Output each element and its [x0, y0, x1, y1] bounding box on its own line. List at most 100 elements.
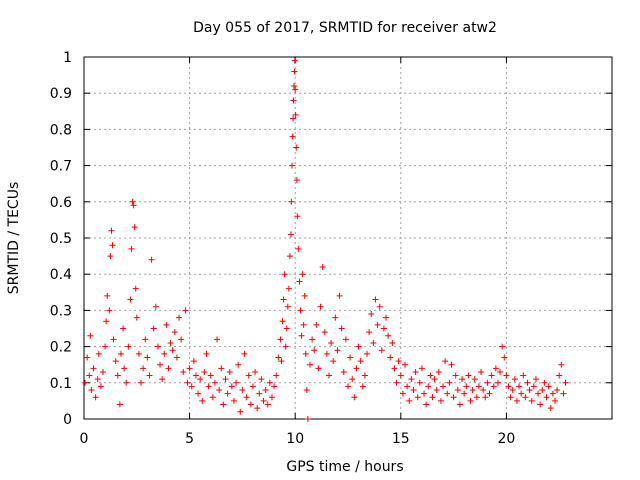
data-point: [131, 224, 138, 231]
y-tick-label: 0.8: [50, 122, 72, 138]
data-point: [370, 339, 377, 346]
data-point: [440, 383, 447, 390]
data-point: [488, 372, 495, 379]
data-point: [524, 379, 531, 386]
data-point: [281, 271, 288, 278]
data-point: [97, 383, 104, 390]
data-point: [330, 358, 337, 365]
data-point: [418, 365, 425, 372]
data-point: [128, 245, 135, 252]
data-point: [159, 376, 166, 383]
data-point: [291, 57, 298, 64]
data-point: [237, 408, 244, 415]
data-point: [376, 303, 383, 310]
data-point: [293, 177, 300, 184]
data-point: [383, 314, 390, 321]
data-point: [260, 397, 267, 404]
data-point: [429, 394, 436, 401]
data-point: [284, 303, 291, 310]
data-point: [157, 361, 164, 368]
data-point: [349, 376, 356, 383]
data-point: [163, 321, 170, 328]
data-point: [112, 358, 119, 365]
data-point: [222, 376, 229, 383]
data-point: [152, 303, 159, 310]
data-point: [361, 372, 368, 379]
data-point: [465, 372, 472, 379]
data-point: [214, 336, 221, 343]
data-point: [342, 336, 349, 343]
data-point: [452, 372, 459, 379]
data-point: [224, 390, 231, 397]
data-point: [296, 278, 303, 285]
data-point: [345, 383, 351, 390]
data-point: [192, 372, 199, 379]
data-point: [416, 379, 423, 386]
data-point: [297, 307, 304, 314]
data-point: [132, 285, 139, 292]
data-point: [171, 329, 178, 336]
data-point: [290, 82, 297, 89]
y-tick-label: 1: [63, 50, 72, 66]
data-point: [302, 350, 309, 357]
data-point: [188, 383, 195, 390]
data-point: [478, 368, 485, 375]
data-point: [268, 394, 275, 401]
data-point: [130, 202, 137, 209]
data-point: [303, 387, 310, 394]
data-point: [492, 365, 499, 372]
data-point: [355, 343, 362, 350]
data-point: [528, 397, 535, 404]
data-point: [289, 162, 296, 169]
data-point: [120, 325, 127, 332]
data-point: [404, 383, 411, 390]
data-point: [228, 383, 235, 390]
x-tick-label: 0: [80, 431, 89, 447]
data-points: [82, 57, 569, 422]
data-point: [389, 339, 396, 346]
data-point: [516, 383, 523, 390]
data-point: [473, 394, 480, 401]
data-point: [549, 390, 556, 397]
data-point: [351, 394, 358, 401]
data-point: [103, 318, 110, 325]
data-point: [230, 397, 237, 404]
data-point: [243, 394, 250, 401]
x-axis-label: GPS time / hours: [286, 459, 403, 475]
data-point: [195, 390, 202, 397]
data-point: [104, 292, 111, 299]
data-point: [167, 339, 174, 346]
data-point: [127, 296, 134, 303]
data-point: [454, 387, 461, 394]
data-point: [482, 394, 489, 401]
data-point: [444, 390, 451, 397]
data-point: [142, 336, 149, 343]
data-point: [484, 379, 491, 386]
data-point: [556, 372, 563, 379]
data-point: [100, 368, 107, 375]
data-point: [313, 321, 320, 328]
data-point: [241, 350, 248, 357]
data-point: [271, 383, 278, 390]
data-point: [311, 347, 318, 354]
data-point: [475, 383, 482, 390]
y-tick-label: 0.5: [50, 231, 72, 247]
data-point: [494, 379, 501, 386]
data-point: [347, 354, 354, 361]
chart-title: Day 055 of 2017, SRMTID for receiver atw…: [193, 20, 497, 36]
data-point: [291, 68, 298, 75]
data-point: [408, 376, 415, 383]
data-point: [340, 368, 347, 375]
data-point: [469, 387, 476, 394]
y-tick-label: 0.2: [50, 340, 72, 356]
data-point: [165, 365, 172, 372]
y-tick-label: 0: [63, 412, 72, 428]
data-point: [513, 397, 520, 404]
data-point: [82, 379, 89, 386]
data-point: [372, 296, 379, 303]
data-point: [393, 379, 400, 386]
data-point: [182, 307, 189, 314]
data-point: [235, 361, 242, 368]
data-point: [199, 397, 206, 404]
